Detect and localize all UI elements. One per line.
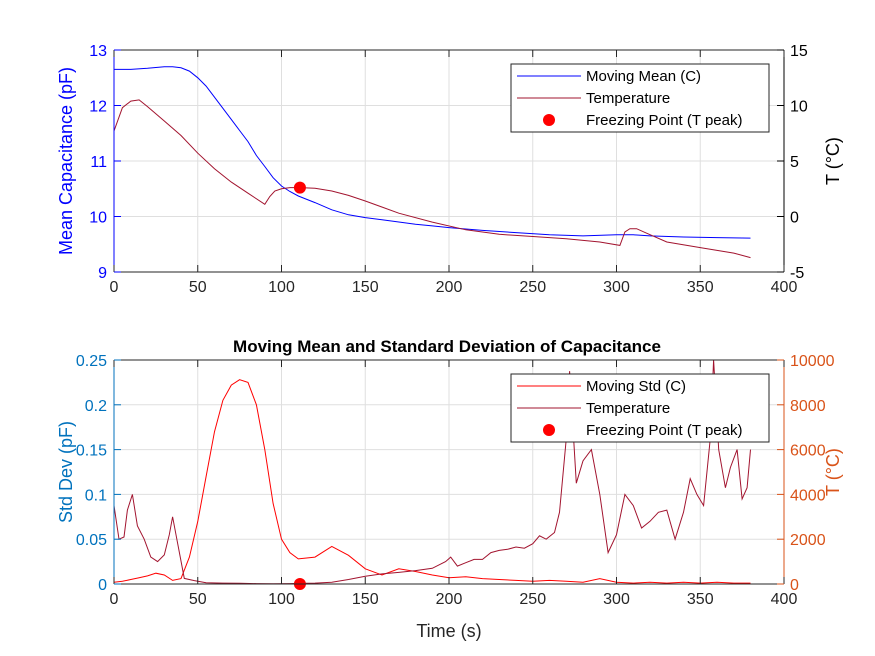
y-right-tick-label: 10000 [790, 353, 835, 370]
y-left-tick-label: 0 [98, 577, 107, 594]
y-right-label: T (°C) [823, 137, 843, 185]
x-tick-label: 400 [771, 591, 798, 608]
x-tick-label: 250 [519, 279, 546, 296]
y-right-tick-label: 10 [790, 99, 808, 116]
x-tick-label: 350 [687, 279, 714, 296]
x-tick-label: 300 [603, 279, 630, 296]
y-left-tick-label: 0.25 [76, 353, 107, 370]
x-tick-label: 250 [519, 591, 546, 608]
x-tick-label: 150 [352, 591, 379, 608]
y-right-tick-label: 0 [790, 577, 799, 594]
y-right-tick-label: 4000 [790, 487, 826, 504]
y-right-tick-label: 2000 [790, 532, 826, 549]
series-line-2 [113, 359, 751, 585]
y-left-tick-label: 0.1 [85, 487, 107, 504]
y-right-label: T (°C) [823, 448, 843, 496]
x-tick-label: 50 [189, 279, 207, 296]
y-left-tick-label: 0.15 [76, 443, 107, 460]
x-tick-label: 100 [268, 279, 295, 296]
x-tick-label: 350 [687, 591, 714, 608]
y-right-tick-label: 15 [790, 43, 808, 60]
y-left-label: Std Dev (pF) [56, 421, 76, 523]
legend-entry: Moving Mean (C) [586, 68, 701, 85]
chart-title: Moving Mean and Standard Deviation of Ca… [233, 337, 661, 356]
legend: Moving Mean (C) Temperature Freezing Point… [510, 63, 770, 133]
chart-2: 0 50 100 150 200 250 300 350 40000.050.10.150.20… [56, 337, 843, 641]
x-tick-label: 200 [436, 591, 463, 608]
y-left-tick-label: 13 [89, 43, 107, 60]
x-tick-label: 400 [771, 279, 798, 296]
y-left-tick-label: 11 [90, 154, 107, 171]
y-left-tick-label: 10 [89, 210, 107, 227]
legend-entry: Temperature [586, 400, 670, 417]
y-right-tick-label: -5 [790, 265, 804, 282]
series-line-1 [114, 66, 751, 239]
chart-1: 0 50 100 150 200 250 300 350 400 9 10 11 12 13 -5 0 5 10 1… [56, 43, 843, 296]
legend-entry: Temperature [586, 90, 670, 107]
legend-marker [543, 114, 555, 126]
y-left-label: Mean Capacitance (pF) [56, 67, 76, 255]
y-right-tick-label: 8000 [790, 398, 826, 415]
y-left-tick-label: 0.05 [76, 532, 107, 549]
y-right-tick-label: 6000 [790, 443, 826, 460]
x-tick-label: 0 [110, 279, 119, 296]
y-right-tick-label: 5 [790, 154, 799, 171]
legend-entry: Freezing Point (T peak) [586, 422, 742, 439]
x-tick-label: 50 [189, 591, 207, 608]
y-right-tick-label: 0 [790, 210, 799, 227]
x-tick-label: 200 [436, 279, 463, 296]
y-left-tick-label: 9 [98, 265, 107, 282]
x-tick-label: 100 [268, 591, 295, 608]
series-line-1 [113, 379, 751, 584]
legend-entry: Moving Std (C) [586, 378, 686, 395]
x-tick-label: 150 [352, 279, 379, 296]
y-left-tick-label: 0.2 [85, 398, 107, 415]
x-axis-label: Time (s) [416, 621, 481, 641]
y-left-tick-label: 12 [89, 99, 107, 116]
freezing-point-marker [293, 181, 306, 194]
x-tick-label: 300 [603, 591, 630, 608]
legend: Moving Std (C) Temperature Freezing Point … [510, 373, 770, 443]
x-tick-label: 0 [110, 591, 119, 608]
legend-marker [543, 424, 555, 436]
series-line-2 [113, 99, 751, 259]
legend-entry: Freezing Point (T peak) [586, 112, 742, 129]
